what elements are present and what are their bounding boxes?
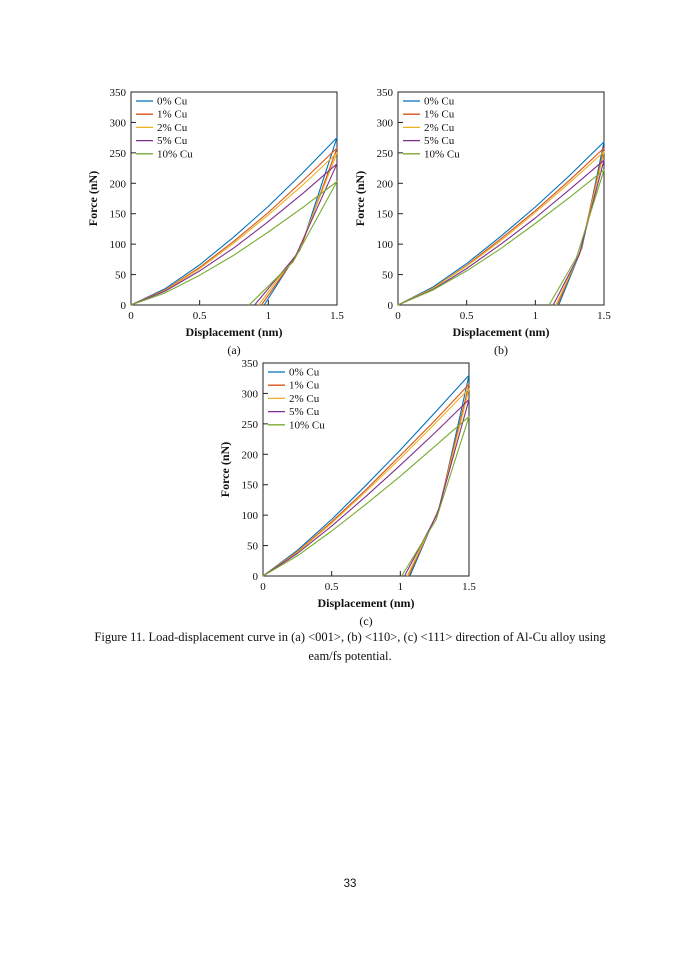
x-tick-label: 1.5 (597, 310, 611, 322)
series-line (130, 147, 338, 306)
y-tick-label: 150 (242, 480, 259, 492)
x-axis-label: Displacement (nm) (453, 325, 550, 339)
x-tick-label: 1 (266, 310, 272, 322)
series-line (397, 141, 605, 306)
legend-label: 0% Cu (289, 367, 320, 379)
y-tick-label: 100 (110, 239, 127, 251)
panel-label: (a) (227, 343, 240, 357)
legend-label: 5% Cu (289, 406, 320, 418)
y-tick-label: 50 (247, 541, 259, 553)
legend-label: 5% Cu (157, 135, 188, 147)
figure-panel-c: 0 0.5 1 1.5 0 50 100 150 200 250 300 350 Displacemen… (217, 353, 479, 628)
legend-label: 0% Cu (424, 96, 455, 108)
legend-label: 10% Cu (157, 148, 193, 160)
series-line (262, 416, 470, 577)
y-tick-label: 350 (377, 87, 394, 99)
series-line (397, 151, 605, 306)
series-line (397, 169, 605, 306)
y-tick-label: 100 (242, 510, 259, 522)
legend-label: 2% Cu (424, 122, 455, 134)
series-line (130, 152, 338, 306)
y-tick-label: 200 (242, 449, 259, 461)
plot-box (130, 91, 338, 306)
series-line (262, 398, 470, 577)
legend-label: 2% Cu (289, 393, 320, 405)
series-line (262, 388, 470, 577)
x-tick-label: 1.5 (462, 581, 476, 593)
y-tick-label: 0 (253, 571, 259, 583)
caption-line-2: eam/fs potential. (308, 649, 392, 664)
legend-label: 10% Cu (289, 419, 325, 431)
plot-box (262, 362, 470, 577)
series-line (130, 163, 338, 306)
y-tick-label: 250 (110, 148, 127, 160)
figure-panel-a: 0 0.5 1 1.5 0 50 100 150 200 250 300 350 Displacemen… (85, 82, 347, 357)
y-tick-label: 50 (115, 270, 127, 282)
page-number: 33 (343, 878, 357, 890)
y-tick-label: 150 (110, 209, 127, 221)
x-tick-label: 0.5 (325, 581, 339, 593)
chart-c: 0 0.5 1 1.5 0 50 100 150 200 250 300 350 Displacemen… (218, 358, 476, 628)
y-tick-label: 350 (242, 358, 259, 370)
chart-b: 0 0.5 1 1.5 0 50 100 150 200 250 300 350 Displacemen… (353, 87, 611, 357)
legend-label: 1% Cu (424, 109, 455, 121)
y-axis-label: Force (nN) (353, 171, 367, 226)
caption-line-1: Figure 11. Load-displacement curve in (a… (94, 630, 606, 644)
plot-box (397, 91, 605, 306)
y-tick-label: 250 (377, 148, 394, 160)
y-tick-label: 0 (121, 300, 127, 312)
y-tick-label: 250 (242, 419, 259, 431)
chart-a: 0 0.5 1 1.5 0 50 100 150 200 250 300 350 Displacemen… (86, 87, 344, 357)
x-axis-label: Displacement (nm) (186, 325, 283, 339)
x-tick-label: 1.5 (330, 310, 344, 322)
y-tick-label: 200 (110, 178, 127, 190)
x-tick-label: 0 (128, 310, 134, 322)
legend-label: 0% Cu (157, 96, 188, 108)
legend-label: 1% Cu (157, 109, 188, 121)
legend-label: 2% Cu (157, 122, 188, 134)
panel-label: (b) (494, 343, 508, 357)
y-tick-label: 150 (377, 209, 394, 221)
series-line (397, 159, 605, 306)
x-tick-label: 1 (533, 310, 539, 322)
x-tick-label: 0.5 (193, 310, 207, 322)
y-tick-label: 50 (382, 270, 394, 282)
y-tick-label: 300 (110, 117, 127, 129)
x-tick-label: 0 (395, 310, 401, 322)
figure-panel-b: 0 0.5 1 1.5 0 50 100 150 200 250 300 350 Displacemen… (352, 82, 614, 357)
y-axis-label: Force (nN) (86, 171, 100, 226)
y-tick-label: 300 (377, 117, 394, 129)
y-tick-label: 200 (377, 178, 394, 190)
series-line (130, 180, 338, 306)
legend-label: 10% Cu (424, 148, 460, 160)
y-tick-label: 0 (388, 300, 394, 312)
panel-label: (c) (359, 614, 372, 628)
y-tick-label: 100 (377, 239, 394, 251)
y-tick-label: 350 (110, 87, 127, 99)
y-tick-label: 300 (242, 388, 259, 400)
y-axis-label: Force (nN) (218, 442, 232, 497)
x-axis-label: Displacement (nm) (318, 596, 415, 610)
x-tick-label: 0 (260, 581, 266, 593)
x-tick-label: 0.5 (460, 310, 474, 322)
legend-label: 5% Cu (424, 135, 455, 147)
figure-caption: Figure 11. Load-displacement curve in (a… (70, 628, 630, 667)
series-line (130, 137, 338, 306)
legend-label: 1% Cu (289, 380, 320, 392)
x-tick-label: 1 (398, 581, 404, 593)
